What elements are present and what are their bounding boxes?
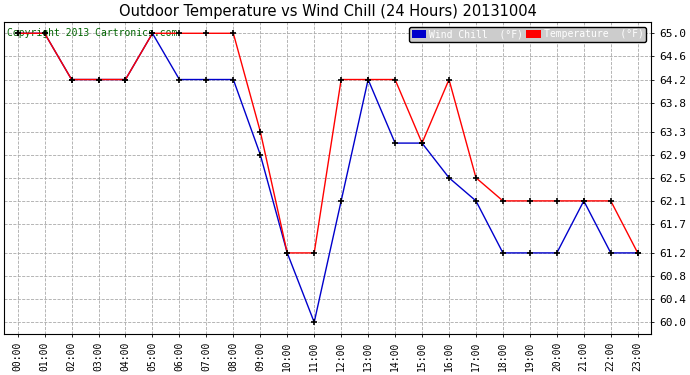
Text: Copyright 2013 Cartronics.com: Copyright 2013 Cartronics.com bbox=[8, 28, 178, 38]
Title: Outdoor Temperature vs Wind Chill (24 Hours) 20131004: Outdoor Temperature vs Wind Chill (24 Ho… bbox=[119, 4, 537, 19]
Legend: Wind Chill  (°F), Temperature  (°F): Wind Chill (°F), Temperature (°F) bbox=[408, 27, 647, 42]
